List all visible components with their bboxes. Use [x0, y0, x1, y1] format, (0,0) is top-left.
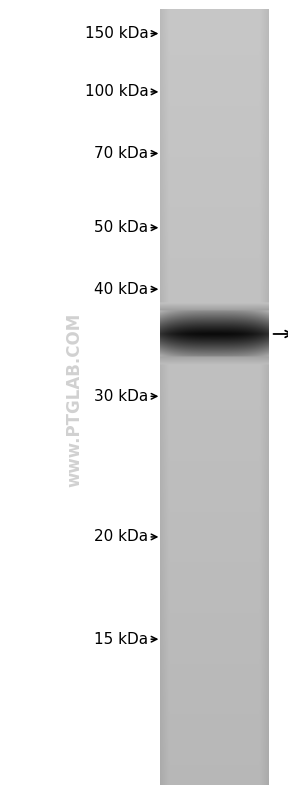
Text: 30 kDa: 30 kDa	[94, 389, 148, 403]
Text: www.PTGLAB.COM: www.PTGLAB.COM	[66, 312, 84, 487]
Text: 100 kDa: 100 kDa	[85, 85, 148, 99]
Text: 15 kDa: 15 kDa	[94, 632, 148, 646]
Text: 40 kDa: 40 kDa	[94, 282, 148, 296]
Text: 150 kDa: 150 kDa	[85, 26, 148, 41]
Text: 20 kDa: 20 kDa	[94, 530, 148, 544]
Text: 50 kDa: 50 kDa	[94, 221, 148, 235]
Text: 70 kDa: 70 kDa	[94, 146, 148, 161]
